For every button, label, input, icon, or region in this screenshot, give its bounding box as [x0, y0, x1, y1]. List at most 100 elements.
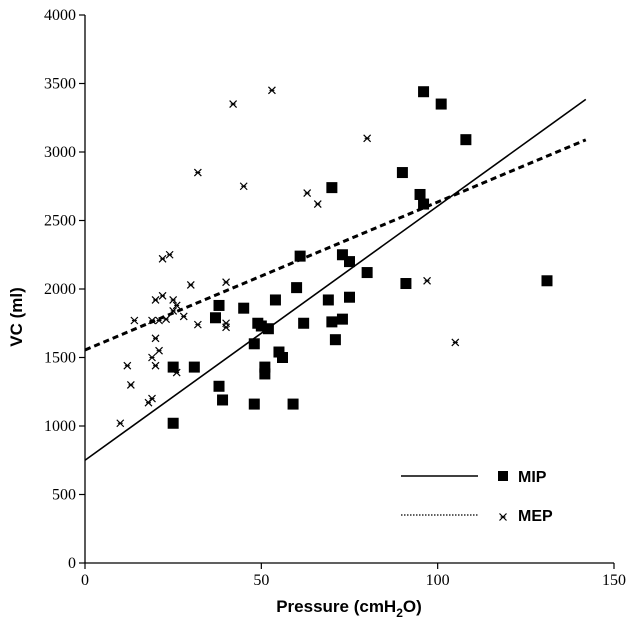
- point-mep: [151, 296, 160, 304]
- x-tick-label: 0: [81, 572, 89, 589]
- point-mep: [162, 315, 171, 324]
- y-tick-label: 1500: [44, 350, 76, 367]
- y-tick-label: 3000: [44, 144, 76, 161]
- y-tick-label: 1000: [44, 418, 76, 435]
- point-mip: [418, 86, 430, 98]
- point-mip: [400, 278, 412, 290]
- point-mep: [186, 280, 195, 289]
- point-mip: [336, 249, 348, 261]
- regression-line-mep: [84, 138, 587, 352]
- legend: MIP MEP: [401, 469, 553, 525]
- point-mip: [217, 394, 229, 406]
- point-mip: [396, 167, 408, 179]
- point-mep: [193, 168, 202, 177]
- point-mep: [169, 306, 178, 315]
- point-mip: [329, 334, 341, 346]
- point-mep: [148, 394, 156, 403]
- point-mep: [148, 316, 156, 325]
- point-mep: [267, 86, 276, 95]
- point-mip: [336, 313, 348, 325]
- point-mep: [303, 189, 312, 198]
- legend-item-mep: MEP: [401, 508, 553, 525]
- x-axis-title-end: O): [403, 597, 422, 616]
- point-mip: [361, 267, 373, 279]
- point-mip: [541, 275, 553, 287]
- point-mip: [209, 312, 221, 324]
- point-mep: [151, 361, 160, 370]
- point-mep: [158, 254, 167, 263]
- point-mip: [276, 352, 288, 363]
- x-axis-ticks: 0 50 100 150: [81, 563, 626, 589]
- point-mep: [165, 250, 174, 259]
- point-mip: [213, 380, 225, 392]
- point-mep: [229, 100, 238, 108]
- legend-marker: [499, 513, 507, 521]
- y-tick-label: 2500: [44, 213, 76, 230]
- point-mep: [148, 353, 156, 362]
- point-mip: [259, 361, 271, 373]
- point-mip: [294, 250, 306, 262]
- point-mip: [326, 182, 338, 194]
- point-mip: [255, 320, 267, 332]
- point-mep: [193, 320, 202, 329]
- point-mep: [239, 182, 248, 191]
- point-mip: [287, 398, 299, 410]
- legend-label: MIP: [518, 469, 547, 486]
- point-mip: [460, 134, 472, 146]
- x-tick-label: 100: [426, 572, 450, 589]
- point-mip: [248, 338, 260, 350]
- legend-item-mip: MIP: [401, 469, 547, 486]
- point-mip: [322, 294, 334, 306]
- point-mip: [269, 294, 281, 306]
- point-mep: [313, 200, 322, 208]
- point-mip: [414, 188, 426, 200]
- point-mep: [155, 316, 163, 325]
- point-mip: [344, 256, 355, 268]
- point-mip: [262, 323, 274, 335]
- regression-line-mip: [84, 98, 587, 461]
- y-tick-label: 500: [52, 487, 76, 504]
- point-mep: [151, 334, 160, 343]
- point-mip: [344, 291, 355, 303]
- point-mep: [155, 346, 163, 355]
- point-mip: [167, 361, 179, 373]
- point-mip: [238, 302, 250, 314]
- y-tick-label: 2000: [44, 281, 76, 298]
- point-mep: [363, 134, 372, 143]
- x-axis-title-subscript: 2: [396, 606, 403, 620]
- point-mip: [326, 316, 338, 328]
- data-points: [116, 86, 553, 429]
- point-mip: [167, 417, 179, 429]
- y-tick-label: 3500: [44, 76, 76, 93]
- y-axis-title: VC (ml): [7, 287, 26, 347]
- x-tick-label: 150: [602, 572, 626, 589]
- point-mip: [418, 198, 430, 210]
- x-axis-title: Pressure (cmH2O): [276, 597, 422, 620]
- point-mip: [259, 368, 271, 380]
- point-mip: [298, 317, 310, 329]
- point-mep: [179, 312, 188, 321]
- point-mip: [213, 299, 225, 311]
- x-axis-title-main: Pressure (cmH: [276, 597, 396, 616]
- y-tick-label: 4000: [44, 7, 76, 24]
- point-mep: [169, 296, 178, 304]
- point-mep: [222, 319, 230, 328]
- point-mip: [291, 282, 303, 294]
- legend-marker: [498, 471, 508, 481]
- point-mep: [172, 368, 181, 377]
- regression-lines: [84, 98, 587, 461]
- point-mep: [363, 267, 372, 276]
- point-mep: [423, 276, 432, 285]
- point-mep: [123, 361, 132, 370]
- point-mep: [126, 380, 135, 389]
- legend-label: MEP: [518, 508, 553, 525]
- x-tick-label: 50: [253, 572, 269, 589]
- point-mep: [451, 338, 460, 347]
- point-mep: [222, 278, 230, 287]
- point-mep: [172, 301, 181, 310]
- point-mep: [158, 291, 167, 300]
- y-axis-ticks: 0 500 1000 1500 2000 2500 3000 3500 4000: [44, 7, 85, 572]
- point-mep: [130, 316, 139, 325]
- point-mep: [116, 419, 125, 428]
